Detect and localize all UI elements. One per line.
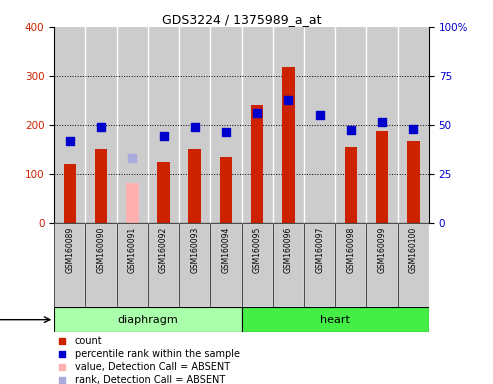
Bar [148,27,179,223]
Bar [398,223,429,307]
Point [222,129,230,135]
Bar [345,147,357,223]
Bar [148,223,179,307]
Point [160,132,168,139]
Bar [54,223,85,307]
Text: GSM160098: GSM160098 [347,227,355,273]
Text: GSM160089: GSM160089 [66,227,74,273]
Text: percentile rank within the sample: percentile rank within the sample [75,349,240,359]
Bar [335,27,366,223]
Bar [179,223,211,307]
Bar [366,223,398,307]
Point [58,364,66,370]
Point [316,112,323,118]
Bar [126,182,139,223]
Bar [242,307,429,332]
Text: GSM160100: GSM160100 [409,227,418,273]
Bar [304,223,335,307]
Bar [148,223,179,307]
Bar [54,223,85,307]
Text: GSM160095: GSM160095 [253,227,262,273]
Bar [242,223,273,307]
Bar [242,223,273,307]
Text: GSM160094: GSM160094 [221,227,230,273]
Bar [85,27,117,223]
Bar [179,223,211,307]
Bar [95,149,107,223]
Point [347,127,355,133]
Bar [366,223,398,307]
Point [58,377,66,383]
Bar [211,27,242,223]
Bar [54,27,85,223]
Text: GSM160099: GSM160099 [378,227,387,273]
Text: GSM160092: GSM160092 [159,227,168,273]
Point [128,155,136,161]
Bar [407,141,420,223]
Bar [398,223,429,307]
Bar [304,223,335,307]
Text: GSM160097: GSM160097 [315,227,324,273]
Bar [398,27,429,223]
Text: rank, Detection Call = ABSENT: rank, Detection Call = ABSENT [75,375,225,384]
Point [378,119,386,126]
Bar [64,164,76,223]
Bar [282,67,295,223]
Bar [220,157,232,223]
Bar [188,149,201,223]
Bar [211,223,242,307]
Bar [179,27,211,223]
Point [409,126,417,132]
Bar [117,27,148,223]
Bar [376,131,388,223]
Bar [117,223,148,307]
Bar [85,223,117,307]
Bar [273,223,304,307]
Bar [211,223,242,307]
Bar [366,27,398,223]
Bar [273,27,304,223]
Title: GDS3224 / 1375989_a_at: GDS3224 / 1375989_a_at [162,13,321,26]
Bar [85,223,117,307]
Point [58,338,66,344]
Point [191,124,199,130]
Bar [335,223,366,307]
Bar [273,223,304,307]
Text: GSM160096: GSM160096 [284,227,293,273]
Text: value, Detection Call = ABSENT: value, Detection Call = ABSENT [75,362,230,372]
Point [253,109,261,116]
Bar [117,223,148,307]
Point [66,138,74,144]
Text: count: count [75,336,103,346]
Point [58,351,66,357]
Bar [242,27,273,223]
Text: GSM160090: GSM160090 [97,227,106,273]
Bar [304,27,335,223]
Point [97,124,105,130]
Text: diaphragm: diaphragm [117,314,178,325]
Point [284,97,292,103]
Text: GSM160091: GSM160091 [128,227,137,273]
Bar [335,223,366,307]
Text: heart: heart [320,314,350,325]
Text: GSM160093: GSM160093 [190,227,199,273]
Bar [54,307,242,332]
Bar [157,162,170,223]
Bar [251,105,263,223]
